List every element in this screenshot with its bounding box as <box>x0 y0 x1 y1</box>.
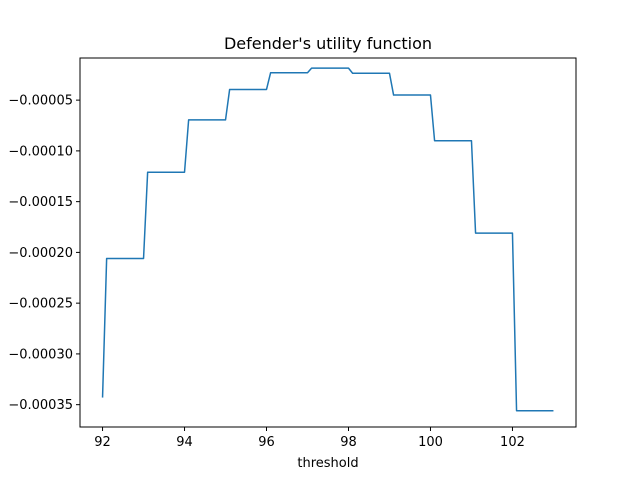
y-axis: −0.00005 −0.00010 −0.00015 −0.00020 −0.00025… <box>8 94 80 413</box>
x-tick-label: 98 <box>340 435 357 450</box>
axes-frame <box>79 57 577 428</box>
y-tick-label: −0.00025 <box>8 297 73 312</box>
y-tick-label: −0.00010 <box>8 144 73 159</box>
y-tick-label: −0.00030 <box>8 347 73 362</box>
y-tick-label: −0.00035 <box>8 398 73 413</box>
x-axis: 92 94 96 98 100 102 <box>94 427 525 450</box>
x-tick-label: 92 <box>94 435 111 450</box>
x-tick-label: 94 <box>176 435 193 450</box>
x-tick-label: 102 <box>500 435 525 450</box>
x-tick-label: 96 <box>258 435 275 450</box>
x-axis-label: threshold <box>297 456 358 471</box>
y-tick-label: −0.00020 <box>8 246 73 261</box>
y-tick-label: −0.00005 <box>8 94 73 109</box>
y-tick-label: −0.00015 <box>8 195 73 210</box>
plot-area <box>101 67 554 412</box>
series-line <box>101 67 554 412</box>
x-tick-label: 100 <box>418 435 443 450</box>
chart-title: Defender's utility function <box>224 34 432 53</box>
